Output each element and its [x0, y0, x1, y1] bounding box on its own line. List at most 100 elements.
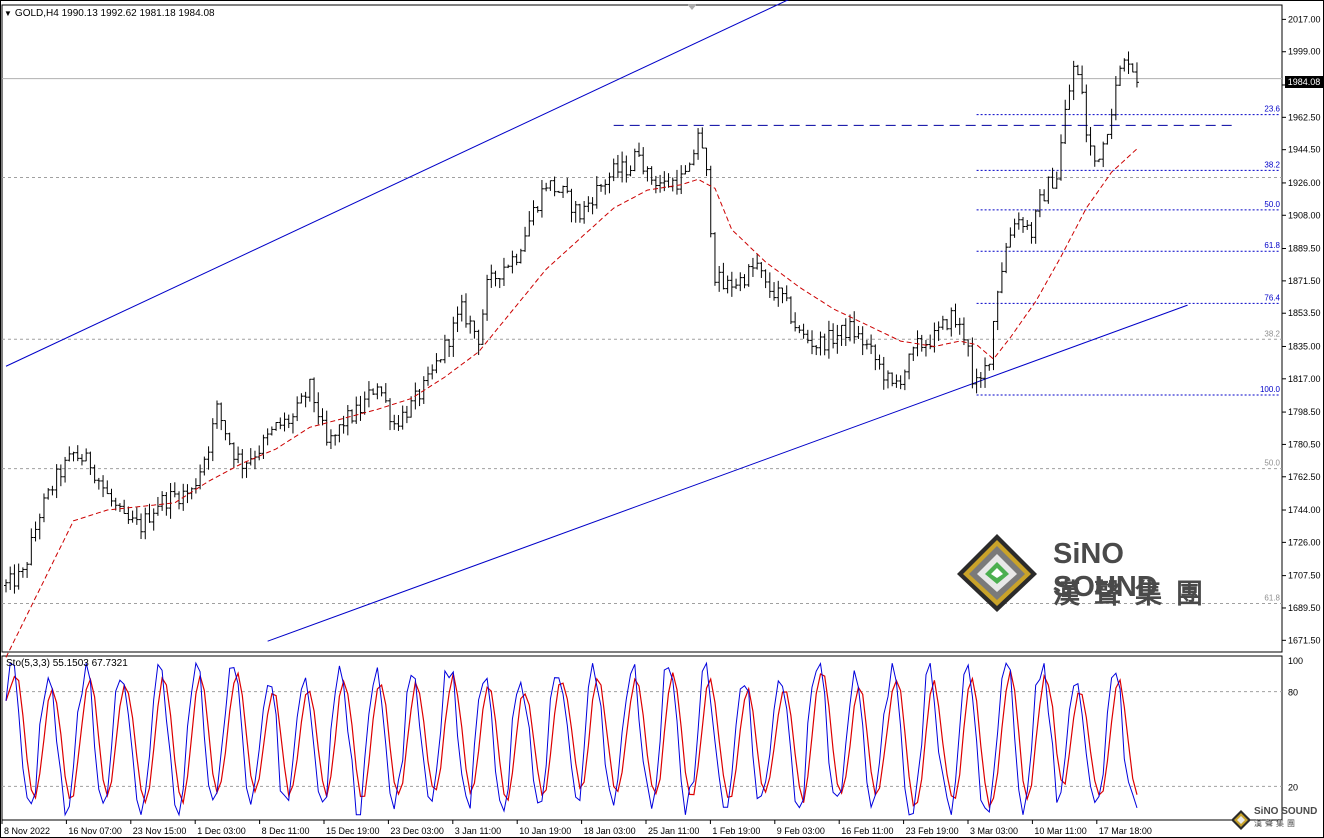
- ohlc-bar: [105, 480, 110, 495]
- ohlc-bar: [721, 262, 726, 290]
- ohlc-bar: [1016, 212, 1021, 230]
- ohlc-bar: [700, 127, 705, 149]
- time-tick-label: 8 Nov 2022: [4, 826, 50, 836]
- ohlc-bar: [295, 396, 300, 422]
- price-tick-label: 1962.50: [1288, 112, 1321, 122]
- ohlc-bar: [223, 420, 228, 441]
- ohlc-bar: [278, 417, 283, 430]
- logo-text: SiNO SOUND: [1053, 538, 1158, 603]
- ohlc-bar: [113, 497, 118, 511]
- ohlc-bar: [172, 482, 177, 498]
- ohlc-bar: [514, 253, 519, 266]
- ohlc-bar: [25, 561, 30, 578]
- ohlc-bar: [966, 339, 971, 357]
- ohlc-bar: [252, 450, 257, 470]
- ohlc-bar: [134, 507, 139, 525]
- time-tick-label: 9 Feb 03:00: [777, 826, 825, 836]
- ohlc-bar: [248, 448, 253, 466]
- fib-level-label: 61.8: [1264, 241, 1280, 250]
- ohlc-bar: [261, 434, 266, 459]
- ohlc-bar: [586, 196, 591, 213]
- ohlc-bar: [282, 412, 287, 432]
- main-plot-frame: [1, 4, 1283, 653]
- ohlc-bar: [746, 264, 751, 287]
- fib-level-label: 23.6: [1264, 105, 1280, 114]
- ohlc-bar: [75, 445, 80, 462]
- ohlc-bar: [822, 333, 827, 356]
- ohlc-bar: [71, 451, 76, 462]
- ohlc-bar: [590, 197, 595, 215]
- ohlc-bar: [856, 325, 861, 339]
- ohlc-bar: [759, 262, 764, 278]
- ohlc-bar: [784, 285, 789, 302]
- ohlc-bar: [970, 337, 975, 389]
- ohlc-bar: [818, 331, 823, 356]
- ohlc-bar: [8, 566, 13, 590]
- ohlc-bar: [810, 330, 815, 355]
- symbol-name: GOLD,H4: [14, 8, 59, 19]
- ohlc-bar: [164, 492, 169, 516]
- ohlc-bar: [404, 405, 409, 424]
- chart-shift-marker[interactable]: [687, 4, 697, 10]
- time-tick-label: 23 Dec 03:00: [390, 826, 444, 836]
- ohlc-bar: [1134, 62, 1139, 88]
- ohlc-bar: [674, 169, 679, 195]
- ohlc-bars: [4, 51, 1139, 594]
- ohlc-bar: [341, 415, 346, 434]
- ohlc-bar: [126, 506, 131, 524]
- ohlc-bar: [573, 200, 578, 223]
- logo-chinese-text: 漢聲集團: [1053, 579, 1217, 610]
- ohlc-bar: [539, 179, 544, 218]
- ohlc-bar: [615, 154, 620, 179]
- ohlc-bar: [911, 346, 916, 362]
- ohlc-bar: [46, 488, 51, 500]
- ohlc-bar: [147, 503, 152, 523]
- ohlc-bar: [873, 344, 878, 371]
- ohlc-bar: [417, 388, 422, 407]
- ohlc-bar: [274, 422, 279, 431]
- ohlc-bar: [400, 405, 405, 430]
- stochastic-main-line: [5, 661, 1138, 817]
- dropdown-triangle-icon[interactable]: ▼: [4, 9, 12, 18]
- ohlc-bar: [290, 413, 295, 434]
- ohlc-bar: [843, 318, 848, 346]
- ohlc-bar: [869, 334, 874, 355]
- ohlc-bar: [999, 262, 1004, 294]
- ohlc-bar: [552, 176, 557, 197]
- ohlc-bar: [210, 418, 215, 462]
- fib-level-label: 100.0: [1260, 385, 1281, 394]
- ohlc-bar: [801, 323, 806, 339]
- ohlc-bar: [611, 158, 616, 182]
- last-price-badge: 1984.08: [1285, 76, 1323, 88]
- ohlc-bar: [489, 264, 494, 288]
- ohlc-bar: [632, 148, 637, 172]
- ohlc-bar: [438, 359, 443, 363]
- ohlc-bar: [101, 475, 106, 498]
- ohlc-bar: [1033, 209, 1038, 244]
- ohlc-bar: [670, 177, 675, 192]
- ohlc-bar: [624, 155, 629, 183]
- ohlc-bar: [333, 434, 338, 446]
- ohlc-bar: [704, 147, 709, 177]
- time-tick-label: 3 Mar 03:00: [970, 826, 1018, 836]
- ohlc-bar: [877, 354, 882, 370]
- low-value: 1981.18: [139, 8, 176, 19]
- symbol-header: ▼ GOLD,H4 1990.13 1992.62 1981.18 1984.08: [4, 8, 215, 19]
- ohlc-bar: [362, 391, 367, 415]
- corner-watermark: SiNO SOUND 漢聲集團: [1228, 806, 1324, 838]
- ohlc-bar: [67, 446, 72, 462]
- ohlc-bar: [58, 464, 63, 487]
- ohlc-bar: [451, 316, 456, 357]
- ohlc-bar: [84, 448, 89, 462]
- ohlc-bar: [788, 296, 793, 325]
- ohlc-bar: [755, 254, 760, 270]
- ohlc-bar: [1109, 108, 1114, 140]
- ohlc-bar: [983, 357, 988, 388]
- ohlc-bar: [826, 320, 831, 359]
- ohlc-bar: [729, 271, 734, 297]
- ohlc-bar: [928, 334, 933, 350]
- ohlc-bar: [299, 393, 304, 404]
- ohlc-bar: [257, 445, 262, 461]
- ohlc-bar: [594, 176, 599, 209]
